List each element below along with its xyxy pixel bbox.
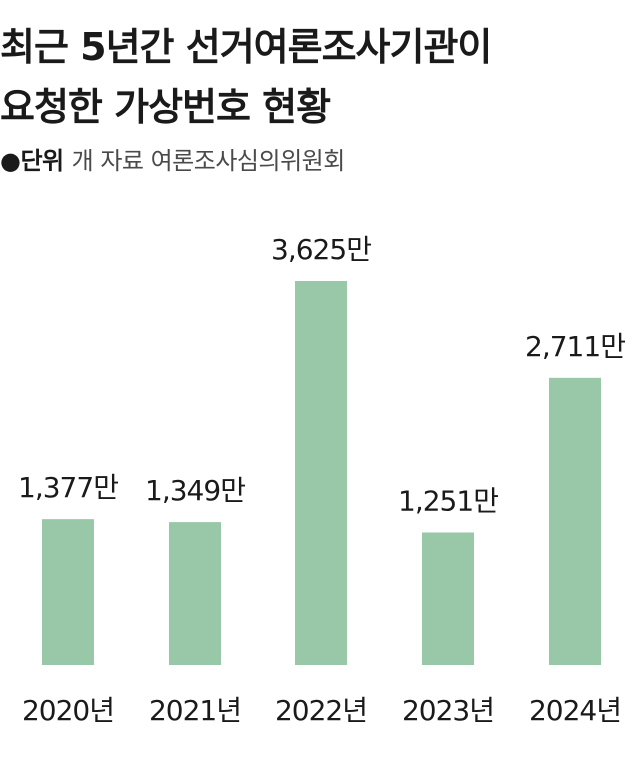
bar-2024년 bbox=[549, 377, 601, 665]
category-label-2023년: 2023년 bbox=[402, 694, 494, 727]
value-label-2023년: 1,251만 bbox=[398, 484, 498, 517]
category-label-2020년: 2020년 bbox=[22, 694, 114, 727]
chart-title-line-1: 최근 5년간 선거여론조사기관이 bbox=[0, 25, 492, 69]
bar-2020년 bbox=[42, 519, 94, 665]
bar-2021년 bbox=[169, 522, 221, 665]
value-label-2024년: 2,711만 bbox=[525, 330, 625, 363]
bar-2022년 bbox=[295, 281, 347, 665]
source-text: 개 자료 여론조사심의위원회 bbox=[71, 147, 346, 175]
unit-source-note: ●단위 개 자료 여론조사심의위원회 bbox=[0, 141, 345, 176]
chart-title-line-2: 요청한 가상번호 현황 bbox=[0, 85, 331, 129]
value-label-2020년: 1,377만 bbox=[18, 471, 118, 504]
unit-marker: ●단위 bbox=[0, 147, 64, 175]
bar-2023년 bbox=[422, 532, 474, 665]
category-label-2021년: 2021년 bbox=[149, 694, 241, 727]
value-label-2022년: 3,625만 bbox=[271, 233, 371, 266]
value-label-2021년: 1,349만 bbox=[145, 474, 245, 507]
category-label-2024년: 2024년 bbox=[529, 694, 621, 727]
category-label-2022년: 2022년 bbox=[275, 694, 367, 727]
